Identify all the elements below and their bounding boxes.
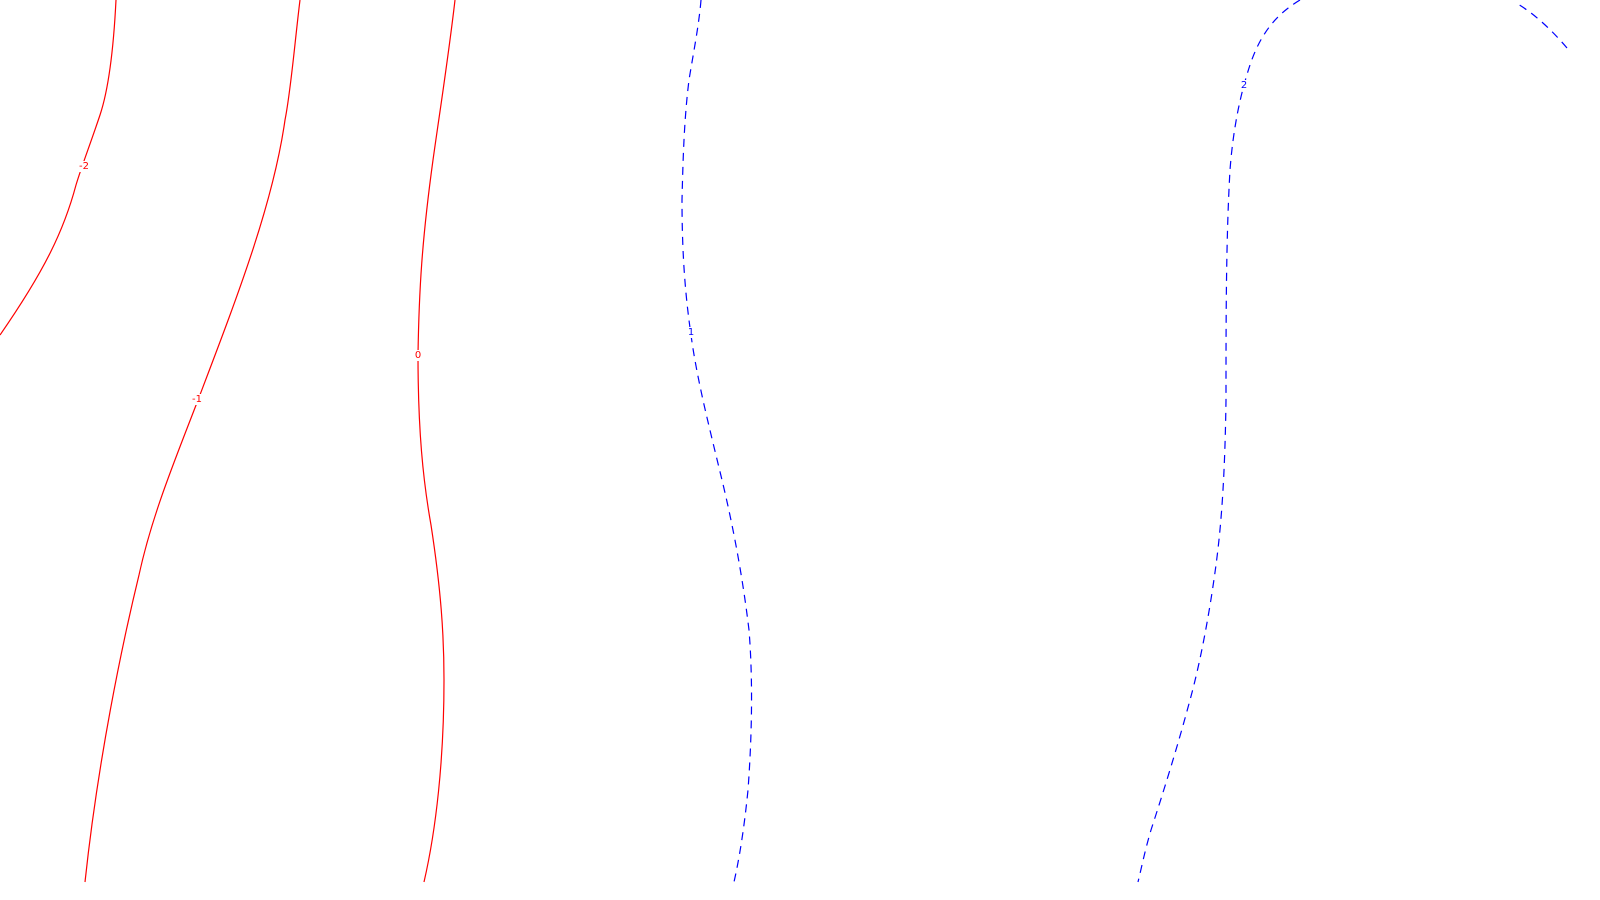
contour-label-bg-neg-2 (77, 161, 91, 172)
contour-label-bg-0 (411, 350, 425, 361)
contour-label-0: 0 (415, 350, 421, 361)
contour-label-neg-2: -2 (79, 161, 89, 172)
contour-label-1: 1 (688, 327, 694, 338)
contour-label-bg-1 (684, 327, 698, 338)
contour-lines (0, 0, 1568, 883)
contour-label-neg-1: -1 (192, 394, 202, 405)
contour-label-bg-neg-1 (190, 394, 204, 405)
contour-labels: -2 -1 0 1 2 (77, 80, 1251, 405)
contour-line-neg-1 (84, 0, 301, 883)
contour-line-neg-2 (0, 0, 117, 336)
contour-label-bg-2 (1237, 80, 1251, 91)
contour-line-0 (417, 0, 456, 883)
contour-line-1 (681, 0, 753, 883)
contour-line-2 (1137, 0, 1568, 883)
contour-label-2: 2 (1241, 80, 1247, 91)
